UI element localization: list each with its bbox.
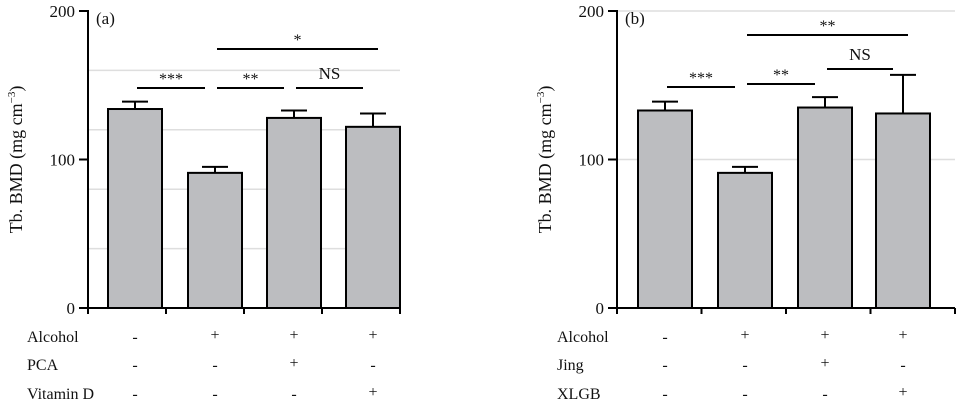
significance-label: *** bbox=[159, 71, 183, 88]
panel-label: (b) bbox=[625, 9, 645, 28]
significance-label: ** bbox=[773, 67, 789, 84]
y-tick-label: 200 bbox=[579, 2, 605, 21]
condition-label: Alcohol bbox=[557, 329, 609, 346]
y-axis-label-text: Tb. BMD (mg cm bbox=[535, 103, 556, 233]
significance-label: NS bbox=[849, 45, 871, 64]
significance-label: ** bbox=[243, 71, 259, 88]
condition-sign: + bbox=[289, 327, 298, 344]
y-axis-label-close: ) bbox=[535, 86, 556, 92]
condition-sign: + bbox=[898, 384, 907, 401]
condition-label: PCA bbox=[27, 357, 59, 374]
condition-label: XLGB bbox=[557, 386, 601, 403]
y-axis-label-close: ) bbox=[6, 86, 27, 92]
condition-sign: + bbox=[289, 355, 298, 372]
y-axis-label: Tb. BMD (mg cm−3) bbox=[535, 86, 556, 234]
condition-sign: - bbox=[212, 357, 217, 374]
condition-sign: - bbox=[212, 386, 217, 403]
y-tick-label: 200 bbox=[50, 2, 76, 21]
condition-sign: + bbox=[820, 355, 829, 372]
panel-label: (a) bbox=[96, 9, 115, 28]
condition-sign: - bbox=[662, 329, 667, 346]
condition-sign: - bbox=[132, 329, 137, 346]
y-axis-label-sup: −3 bbox=[535, 91, 547, 103]
condition-sign: - bbox=[370, 357, 375, 374]
condition-sign: + bbox=[368, 384, 377, 401]
bar bbox=[717, 171, 773, 309]
condition-sign: - bbox=[742, 386, 747, 403]
condition-sign: + bbox=[368, 327, 377, 344]
condition-sign: - bbox=[900, 357, 905, 374]
condition-label: Vitamin D bbox=[27, 386, 94, 403]
bar bbox=[875, 112, 931, 309]
significance-label: *** bbox=[689, 70, 713, 87]
condition-label: Jing bbox=[557, 357, 584, 374]
y-tick-label: 0 bbox=[596, 299, 605, 318]
y-tick-label: 0 bbox=[67, 299, 76, 318]
condition-sign: - bbox=[132, 357, 137, 374]
condition-sign: + bbox=[210, 327, 219, 344]
condition-sign: + bbox=[898, 327, 907, 344]
y-axis-label: Tb. BMD (mg cm−3) bbox=[6, 86, 27, 234]
condition-sign: - bbox=[662, 386, 667, 403]
condition-sign: - bbox=[662, 357, 667, 374]
condition-sign: - bbox=[291, 386, 296, 403]
significance-label: ** bbox=[820, 18, 836, 35]
bar bbox=[797, 106, 853, 310]
condition-label: Alcohol bbox=[27, 329, 79, 346]
bar bbox=[345, 125, 401, 309]
y-tick-label: 100 bbox=[579, 151, 605, 170]
condition-sign: - bbox=[132, 386, 137, 403]
y-tick-label: 100 bbox=[50, 151, 76, 170]
y-axis-label-sup: −3 bbox=[6, 91, 18, 103]
bar bbox=[637, 109, 693, 310]
significance-label: * bbox=[294, 32, 302, 49]
condition-sign: - bbox=[822, 386, 827, 403]
bar bbox=[266, 116, 322, 309]
significance-label: NS bbox=[319, 64, 341, 83]
condition-sign: + bbox=[820, 327, 829, 344]
bar bbox=[187, 171, 243, 309]
condition-sign: - bbox=[742, 357, 747, 374]
bar bbox=[107, 108, 163, 310]
y-axis-label-text: Tb. BMD (mg cm bbox=[6, 103, 27, 233]
condition-sign: + bbox=[740, 327, 749, 344]
